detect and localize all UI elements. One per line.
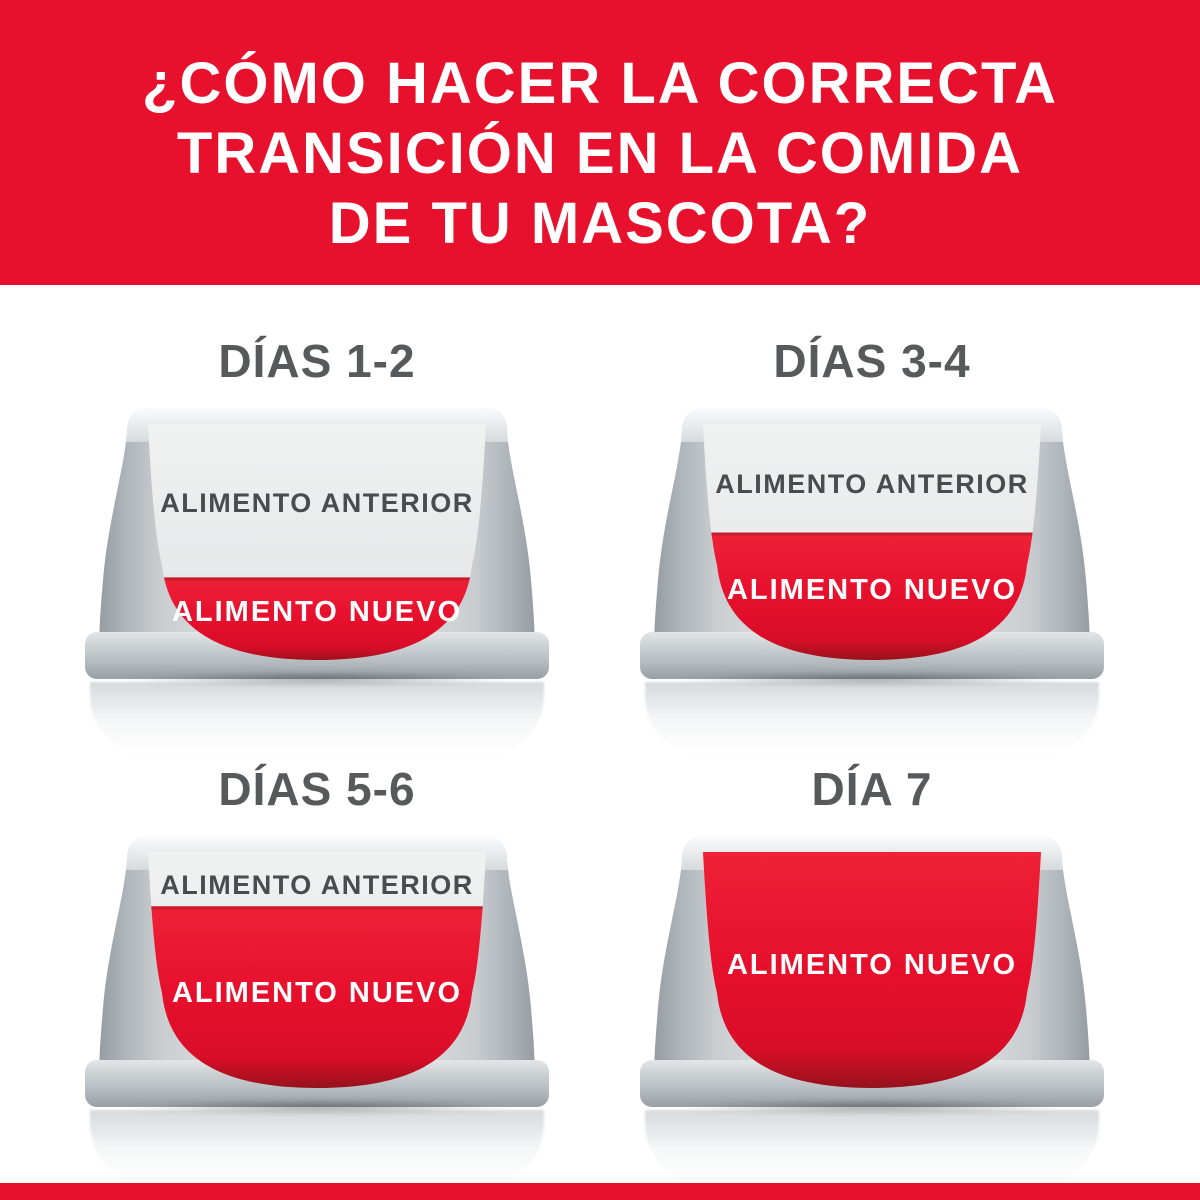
bowl-reflection [645, 682, 1099, 756]
bowl-graphic [640, 836, 1104, 1107]
transition-step-dias-5-6: DÍAS 5-6 ALIMENTO ANTERIOR ALIMENTO NUEV… [82, 758, 552, 1184]
bowl-shadow [94, 1099, 540, 1115]
bowl-reflection [90, 1110, 544, 1184]
bowl-reflection [645, 1110, 1099, 1184]
bowl-shadow [649, 671, 1095, 687]
step-title: DÍA 7 [811, 763, 933, 815]
new-food-label: ALIMENTO NUEVO [171, 977, 463, 1009]
food-bowl: ALIMENTO ANTERIOR ALIMENTO NUEVO [637, 400, 1107, 756]
new-food-fill [703, 852, 1041, 1088]
bowl-graphic [85, 836, 549, 1107]
header-title-line-3: DE TU MASCOTA? [328, 191, 872, 256]
food-bowl: ALIMENTO ANTERIOR ALIMENTO NUEVO [82, 828, 552, 1184]
bowl-graphic [85, 408, 549, 679]
bowl-shadow [94, 671, 540, 687]
old-food-label: ALIMENTO ANTERIOR [160, 488, 474, 518]
transition-step-dia-7: DÍA 7 ALIMENTO NUEVO [637, 758, 1107, 1184]
transition-step-dias-3-4: DÍAS 3-4 ALIMENTO ANTERIOR ALIMENTO NUEV… [637, 330, 1107, 756]
new-food-edge [148, 906, 486, 910]
old-food-label: ALIMENTO ANTERIOR [160, 870, 474, 900]
step-title: DÍAS 5-6 [218, 763, 416, 815]
bowl-reflection [90, 682, 544, 756]
new-food-label: ALIMENTO NUEVO [171, 596, 463, 628]
header-title-line-1: ¿CÓMO HACER LA CORRECTA [142, 51, 1058, 116]
header-banner: ¿CÓMO HACER LA CORRECTA TRANSICIÓN EN LA… [0, 0, 1200, 285]
footer-red-bar [0, 1183, 1200, 1200]
header-title-line-2: TRANSICIÓN EN LA COMIDA [176, 121, 1024, 186]
new-food-label: ALIMENTO NUEVO [726, 574, 1018, 606]
step-title: DÍAS 1-2 [218, 335, 416, 387]
food-bowl: ALIMENTO ANTERIOR ALIMENTO NUEVO [82, 400, 552, 756]
new-food-edge [148, 577, 486, 581]
new-food-fill [148, 906, 486, 1088]
old-food-label: ALIMENTO ANTERIOR [715, 469, 1029, 499]
transition-step-dias-1-2: DÍAS 1-2 ALIMENTO ANTERIOR ALIMENTO NUEV… [82, 330, 552, 756]
bowl-shadow [649, 1099, 1095, 1115]
bowl-graphic [640, 408, 1104, 679]
food-bowl: ALIMENTO NUEVO [637, 828, 1107, 1184]
new-food-edge [703, 532, 1041, 536]
new-food-label: ALIMENTO NUEVO [726, 949, 1018, 981]
step-title: DÍAS 3-4 [773, 335, 971, 387]
